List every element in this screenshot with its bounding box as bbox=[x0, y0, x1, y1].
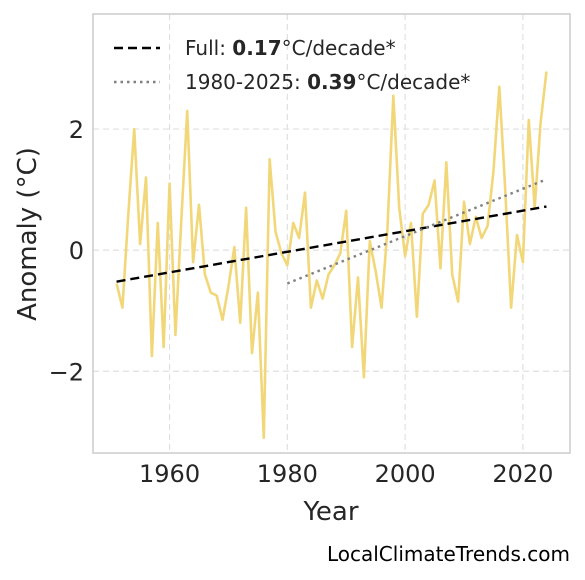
x-tick-label: 2020 bbox=[492, 460, 553, 488]
legend-label-suffix: °C/decade* bbox=[282, 36, 396, 60]
legend-label-prefix: Full: bbox=[185, 36, 232, 60]
trend-line-full bbox=[116, 205, 547, 283]
x-axis-title: Year bbox=[302, 497, 358, 527]
y-tick-label: −2 bbox=[49, 358, 84, 386]
data-layer bbox=[115, 71, 548, 440]
y-axis-title: Anomaly (°C) bbox=[13, 147, 43, 321]
x-tick-label: 1980 bbox=[257, 460, 318, 488]
x-tick-label: 1960 bbox=[139, 460, 200, 488]
legend-label-prefix: 1980-2025: bbox=[185, 70, 307, 94]
anomaly-series-line bbox=[115, 71, 548, 440]
legend-entry: 1980-2025: 0.39°C/decade* bbox=[185, 70, 470, 94]
legend-label-suffix: °C/decade* bbox=[356, 70, 470, 94]
legend-entry: Full: 0.17°C/decade* bbox=[185, 36, 396, 60]
x-tick-label: 2000 bbox=[375, 460, 436, 488]
legend: Full: 0.17°C/decade*1980-2025: 0.39°C/de… bbox=[114, 36, 470, 94]
plot-frame bbox=[92, 13, 571, 454]
trend-line-1980-2025 bbox=[286, 178, 547, 285]
legend-rate-value: 0.39 bbox=[307, 70, 356, 94]
legend-rate-value: 0.17 bbox=[232, 36, 281, 60]
tick-labels: 1960 1980 2000 2020 −2 0 2 bbox=[49, 116, 554, 488]
y-tick-label: 0 bbox=[69, 237, 84, 265]
y-tick-label: 2 bbox=[69, 116, 84, 144]
watermark-text: LocalClimateTrends.com bbox=[327, 542, 570, 566]
grid-lines bbox=[93, 14, 570, 453]
